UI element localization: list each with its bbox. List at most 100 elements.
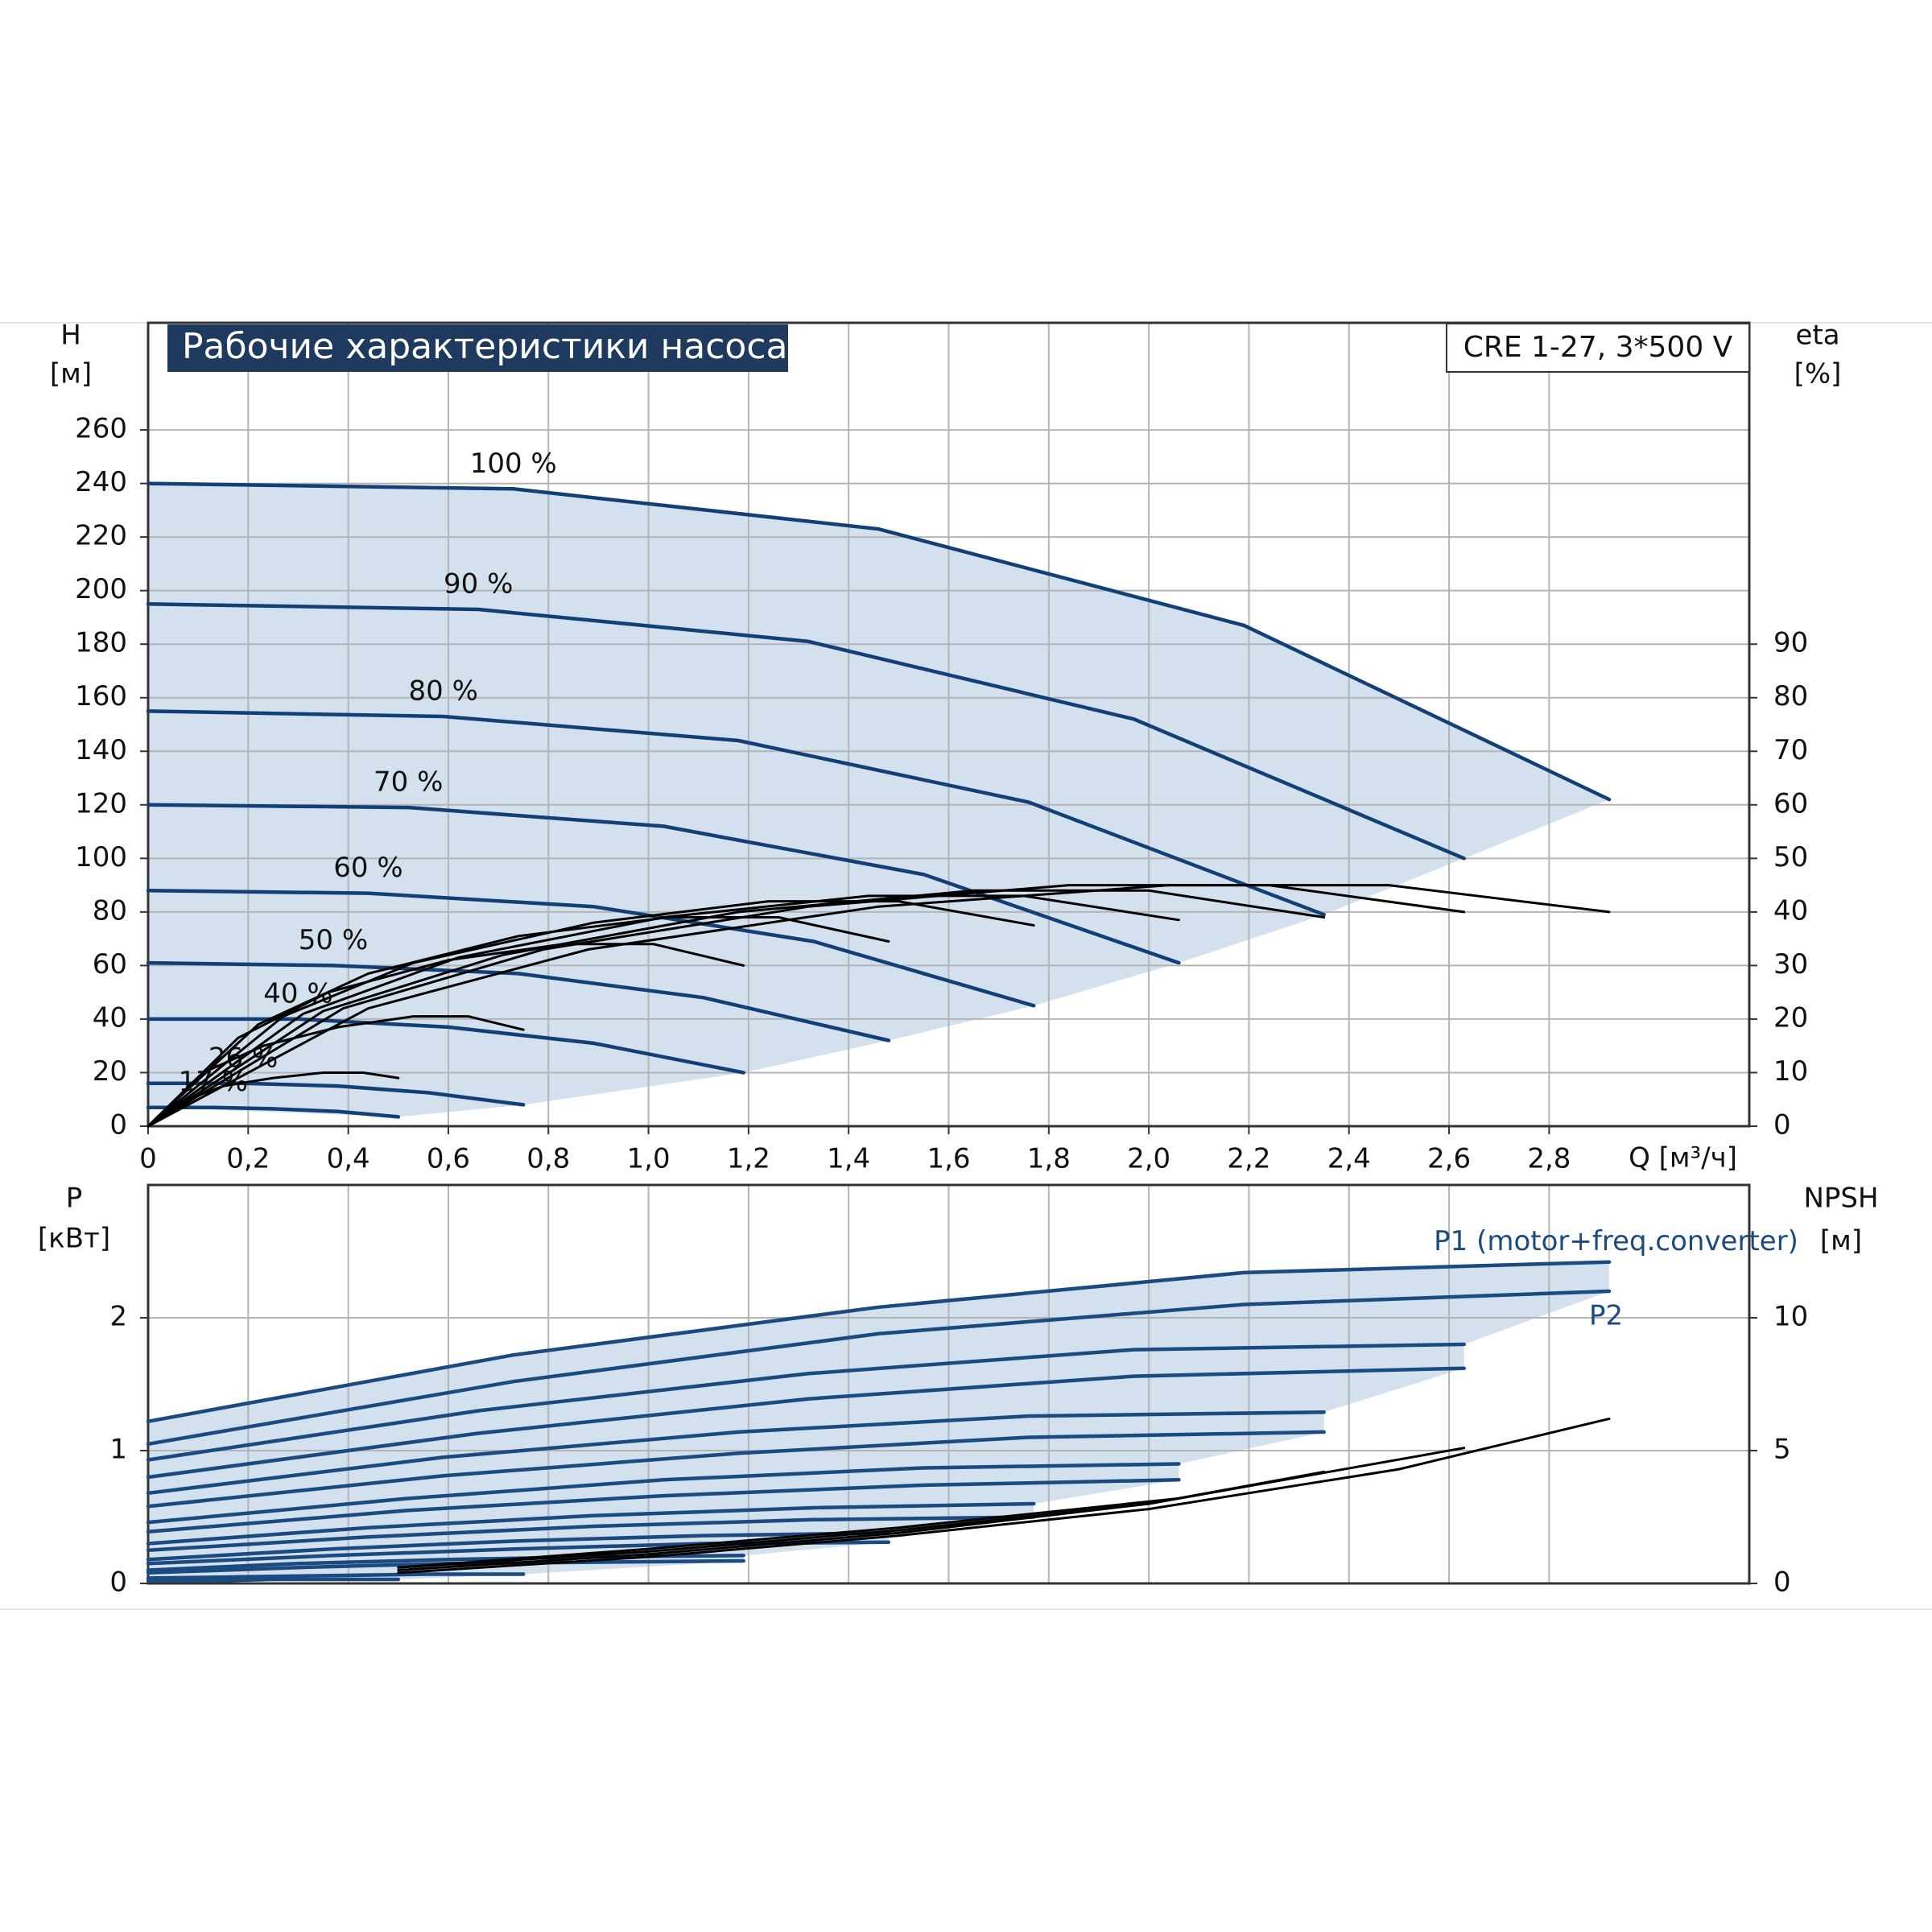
x-tick-label: 1,8: [1027, 1143, 1071, 1175]
y2-tick-label: 10: [1773, 1301, 1808, 1333]
y2-axis-unit: [м]: [1820, 1225, 1862, 1257]
curve-label: 50 %: [299, 924, 368, 956]
y-tick-label: 120: [75, 787, 127, 819]
y2-tick-label: 0: [1773, 1567, 1791, 1599]
y-axis-label: H: [60, 320, 81, 352]
curve: [146, 1342, 1466, 1462]
curve: [146, 1017, 745, 1075]
secondary-curve: [397, 1417, 1611, 1575]
x-tick-label: 1,2: [727, 1143, 770, 1175]
y-tick-label: 200: [75, 573, 127, 605]
x-tick-label: 0,6: [427, 1143, 470, 1175]
curve: [146, 1105, 401, 1119]
model-label: CRE 1-27, 3*500 V: [1463, 331, 1733, 364]
y-tick-label: 1: [109, 1434, 127, 1466]
y-tick-label: 100: [75, 841, 127, 873]
x-tick-label: 1,6: [927, 1143, 970, 1175]
curve: [146, 889, 1036, 1008]
x-tick-label: 1,0: [627, 1143, 671, 1175]
curve: [146, 1572, 526, 1580]
curve-label: 80 %: [409, 675, 478, 708]
chart-title: Рабочие характеристики насоса: [182, 326, 787, 367]
x-tick-label: 0: [139, 1143, 157, 1175]
x-tick-label: 0,8: [526, 1143, 570, 1175]
y2-tick-label: 5: [1773, 1434, 1791, 1466]
curve: [146, 1462, 1181, 1525]
y2-tick-label: 0: [1773, 1109, 1791, 1141]
curve: [146, 1515, 1036, 1553]
x-tick-label: 1,4: [827, 1143, 870, 1175]
y2-tick-label: 30: [1773, 948, 1808, 980]
curve: [146, 803, 1181, 965]
curve-label: P1 (motor+freq.converter): [1434, 1225, 1798, 1257]
curve: [146, 1531, 891, 1562]
title-box: [167, 324, 788, 372]
curve: [146, 1260, 1612, 1423]
y-tick-label: 0: [109, 1567, 127, 1599]
x-tick-label: 2,4: [1327, 1143, 1371, 1175]
x-tick-label: 2,0: [1127, 1143, 1170, 1175]
x-tick-label: 0,4: [327, 1143, 370, 1175]
curve: [146, 481, 1612, 802]
y2-tick-label: 80: [1773, 680, 1808, 712]
y-axis-unit: [м]: [50, 358, 92, 390]
y-tick-label: 20: [93, 1055, 127, 1088]
y-tick-label: 220: [75, 520, 127, 552]
curve: [146, 1366, 1466, 1480]
curve: [146, 709, 1326, 917]
x-tick-label: 2,8: [1527, 1143, 1571, 1175]
y2-tick-label: 50: [1773, 841, 1808, 873]
secondary-curve: [147, 943, 745, 1128]
curve-label: 100 %: [470, 448, 557, 480]
secondary-curve: [147, 889, 1326, 1128]
curve-label: 40 %: [263, 977, 332, 1009]
y2-tick-label: 10: [1773, 1055, 1808, 1088]
curve: [146, 960, 891, 1042]
y-tick-label: 180: [75, 627, 127, 659]
y-axis-label: P: [66, 1183, 83, 1215]
curve: [146, 1430, 1326, 1509]
x-tick-label: 2,6: [1427, 1143, 1471, 1175]
curve-label: P2: [1589, 1300, 1623, 1332]
curve: [146, 1410, 1326, 1496]
y-tick-label: 40: [93, 1001, 127, 1034]
secondary-curve: [397, 1470, 1326, 1569]
plot-frame: [147, 1183, 1751, 1585]
y-tick-label: 140: [75, 734, 127, 766]
secondary-curve: [147, 1015, 525, 1128]
y-tick-label: 260: [75, 413, 127, 445]
y2-tick-label: 60: [1773, 787, 1808, 819]
curve: [146, 602, 1466, 861]
operating-area: [148, 1261, 1609, 1581]
x-tick-label: 2,2: [1227, 1143, 1270, 1175]
curve: [146, 1577, 401, 1583]
curve-label: 90 %: [444, 568, 513, 600]
curve-label: 60 %: [333, 852, 402, 884]
secondary-curve: [397, 1496, 1180, 1569]
curve: [146, 1289, 1612, 1447]
secondary-curve: [147, 1071, 400, 1128]
y-tick-label: 2: [109, 1301, 127, 1333]
model-box: [1446, 323, 1750, 373]
y2-tick-label: 90: [1773, 627, 1808, 659]
y2-axis-label: eta: [1795, 320, 1839, 352]
secondary-curve: [147, 884, 1611, 1128]
y-tick-label: 60: [93, 948, 127, 980]
y-tick-label: 80: [93, 894, 127, 927]
y2-axis-label: NPSH: [1803, 1183, 1878, 1215]
x-axis-label: Q [м³/ч]: [1629, 1142, 1737, 1174]
y2-tick-label: 40: [1773, 894, 1808, 927]
secondary-curve: [147, 916, 890, 1128]
x-tick-label: 0,2: [226, 1143, 270, 1175]
y-tick-label: 240: [75, 466, 127, 498]
y-tick-label: 160: [75, 680, 127, 712]
y2-tick-label: 70: [1773, 734, 1808, 766]
y2-axis-unit: [%]: [1794, 358, 1842, 390]
curve: [146, 1478, 1181, 1534]
curve-label: 70 %: [374, 766, 443, 799]
y2-tick-label: 20: [1773, 1001, 1808, 1034]
curve: [146, 1501, 1036, 1546]
y-tick-label: 0: [109, 1109, 127, 1141]
y-axis-unit: [кВт]: [38, 1223, 110, 1255]
